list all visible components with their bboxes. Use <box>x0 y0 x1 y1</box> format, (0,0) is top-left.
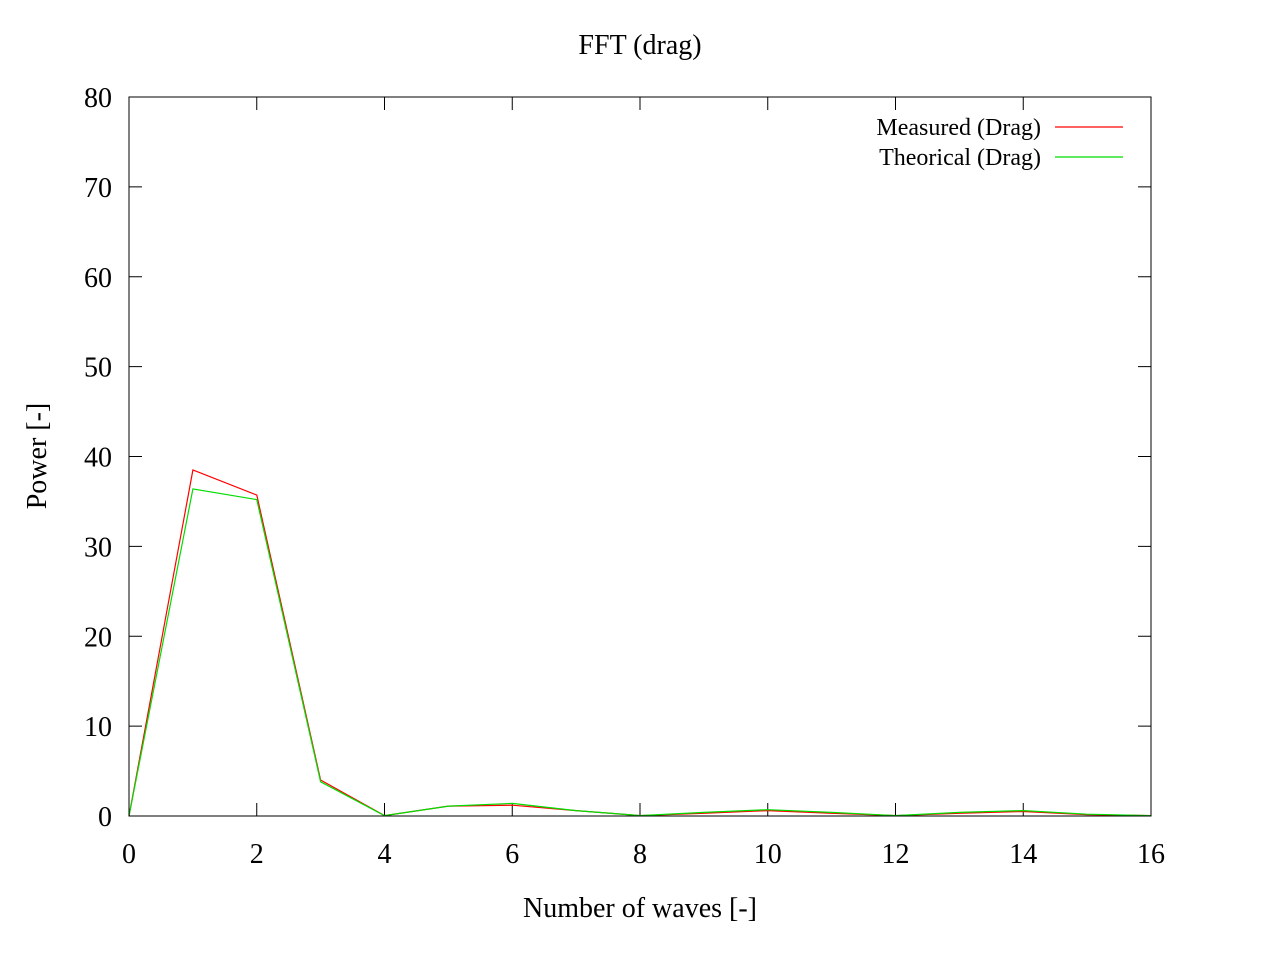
series-line-1 <box>128 488 1152 817</box>
y-tick-label: 80 <box>84 83 112 114</box>
x-tick-label: 10 <box>754 839 782 870</box>
x-tick-label: 8 <box>633 839 647 870</box>
x-tick-label: 12 <box>882 839 910 870</box>
ticks-layer: 0 2 4 6 8 10 12 14 16 0 10 20 30 40 50 60 70 80 <box>84 83 1165 870</box>
x-tick-label: 2 <box>250 839 264 870</box>
y-tick-label: 70 <box>84 173 112 204</box>
legend-label: Measured (Drag) <box>876 115 1041 141</box>
x-tick-label: 4 <box>378 839 392 870</box>
y-axis-title: Power [-] <box>22 403 53 510</box>
chart-title: FFT (drag) <box>578 30 701 61</box>
x-tick-label: 14 <box>1009 839 1037 870</box>
x-tick-label: 16 <box>1137 839 1165 870</box>
x-tick-label: 6 <box>505 839 519 870</box>
y-tick-label: 60 <box>84 263 112 294</box>
y-tick-label: 30 <box>84 532 112 563</box>
legend: Measured (Drag) Theorical (Drag) <box>876 115 1123 171</box>
x-axis-title: Number of waves [-] <box>523 893 757 924</box>
x-tick-label: 0 <box>122 839 136 870</box>
y-tick-label: 20 <box>84 622 112 653</box>
y-tick-label: 10 <box>84 712 112 743</box>
y-tick-label: 50 <box>84 353 112 384</box>
series-layer <box>128 469 1152 817</box>
y-tick-label: 0 <box>98 802 112 833</box>
series-line-0 <box>128 469 1152 817</box>
legend-label: Theorical (Drag) <box>879 145 1041 171</box>
y-tick-label: 40 <box>84 443 112 474</box>
plot-frame <box>128 96 1152 817</box>
